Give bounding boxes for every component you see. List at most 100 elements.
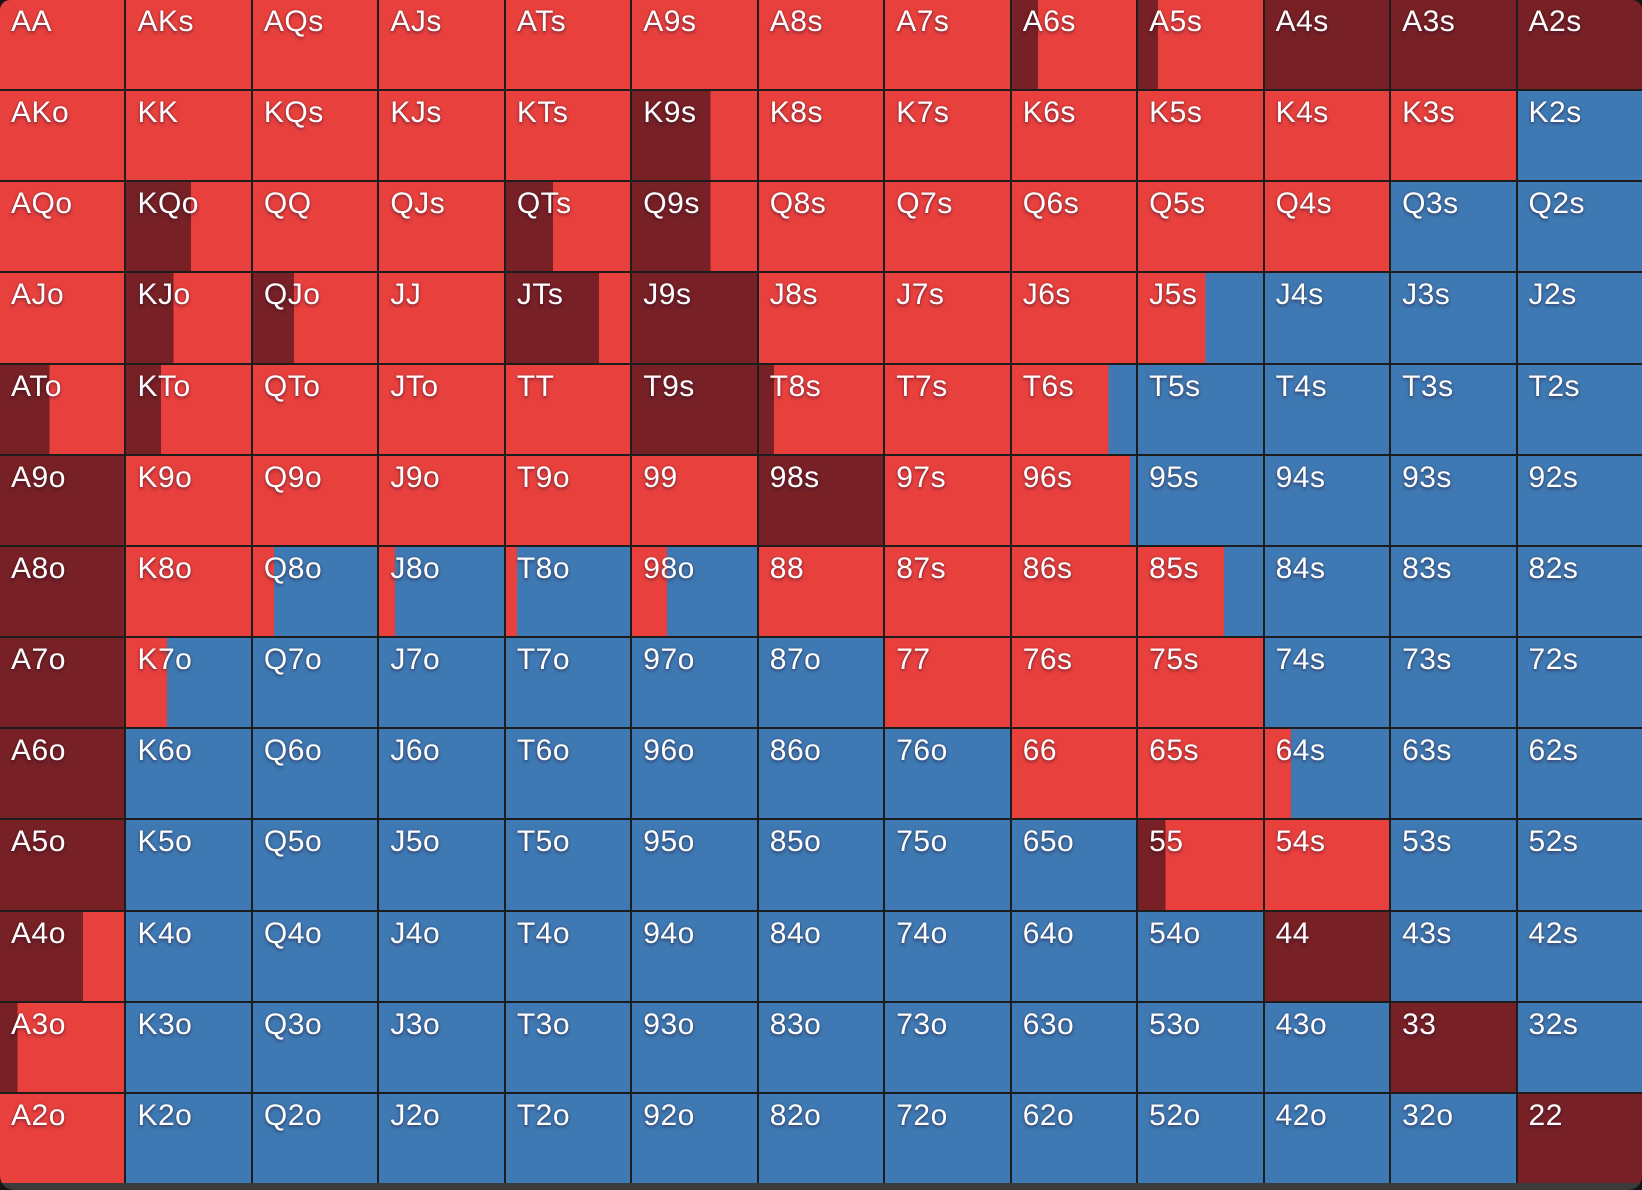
hand-cell-J3s[interactable]: J3s xyxy=(1391,273,1516,363)
hand-cell-A8o[interactable]: A8o xyxy=(0,546,125,637)
hand-cell-J5o[interactable]: J5o xyxy=(379,820,504,910)
hand-cell-T8s[interactable]: T8s xyxy=(758,364,884,454)
hand-cell-85o[interactable]: 85o xyxy=(758,820,884,910)
hand-cell-K5s[interactable]: K5s xyxy=(1138,91,1263,181)
hand-cell-QJo[interactable]: QJo xyxy=(252,273,378,363)
hand-cell-Q8o[interactable]: Q8o xyxy=(252,546,378,637)
hand-cell-73o[interactable]: 73o xyxy=(885,1002,1010,1092)
hand-cell-95o[interactable]: 95o xyxy=(632,820,757,910)
hand-cell-95s[interactable]: 95s xyxy=(1138,455,1263,545)
hand-cell-J7o[interactable]: J7o xyxy=(379,638,504,728)
hand-cell-AQo[interactable]: AQo xyxy=(0,182,125,272)
hand-cell-A5o[interactable]: A5o xyxy=(0,820,125,910)
hand-cell-53s[interactable]: 53s xyxy=(1391,820,1516,910)
hand-cell-A2s[interactable]: A2s xyxy=(1517,0,1642,90)
hand-cell-22[interactable]: 22 xyxy=(1517,1093,1642,1183)
hand-cell-Q3s[interactable]: Q3s xyxy=(1391,182,1516,272)
hand-cell-Q7s[interactable]: Q7s xyxy=(885,182,1010,272)
hand-cell-83s[interactable]: 83s xyxy=(1391,546,1516,637)
hand-cell-J2o[interactable]: J2o xyxy=(379,1093,504,1183)
hand-cell-AKo[interactable]: AKo xyxy=(0,91,125,181)
hand-cell-ATs[interactable]: ATs xyxy=(505,0,631,90)
hand-cell-88[interactable]: 88 xyxy=(758,546,884,637)
hand-cell-KJo[interactable]: KJo xyxy=(126,273,251,363)
hand-cell-Q4s[interactable]: Q4s xyxy=(1264,182,1390,272)
hand-cell-Q6o[interactable]: Q6o xyxy=(252,729,378,819)
hand-cell-98s[interactable]: 98s xyxy=(758,455,884,545)
hand-cell-A7s[interactable]: A7s xyxy=(885,0,1010,90)
hand-cell-QTs[interactable]: QTs xyxy=(505,182,631,272)
hand-cell-Q2s[interactable]: Q2s xyxy=(1517,182,1642,272)
hand-cell-62s[interactable]: 62s xyxy=(1517,729,1642,819)
hand-cell-T9o[interactable]: T9o xyxy=(505,455,631,545)
hand-cell-JTs[interactable]: JTs xyxy=(505,273,631,363)
hand-cell-Q5s[interactable]: Q5s xyxy=(1138,182,1263,272)
hand-cell-T6s[interactable]: T6s xyxy=(1011,364,1137,454)
hand-cell-K2o[interactable]: K2o xyxy=(126,1093,251,1183)
hand-cell-75s[interactable]: 75s xyxy=(1138,638,1263,728)
hand-cell-85s[interactable]: 85s xyxy=(1138,546,1263,637)
hand-cell-Q2o[interactable]: Q2o xyxy=(252,1093,378,1183)
hand-cell-72o[interactable]: 72o xyxy=(885,1093,1010,1183)
hand-cell-62o[interactable]: 62o xyxy=(1011,1093,1137,1183)
hand-cell-J8o[interactable]: J8o xyxy=(379,546,504,637)
hand-cell-93o[interactable]: 93o xyxy=(632,1002,757,1092)
hand-cell-64o[interactable]: 64o xyxy=(1011,911,1137,1001)
hand-cell-JJ[interactable]: JJ xyxy=(379,273,504,363)
hand-cell-J3o[interactable]: J3o xyxy=(379,1002,504,1092)
hand-cell-T9s[interactable]: T9s xyxy=(632,364,757,454)
hand-cell-AJo[interactable]: AJo xyxy=(0,273,125,363)
hand-cell-K3o[interactable]: K3o xyxy=(126,1002,251,1092)
hand-cell-83o[interactable]: 83o xyxy=(758,1002,884,1092)
hand-cell-KQo[interactable]: KQo xyxy=(126,182,251,272)
hand-cell-33[interactable]: 33 xyxy=(1391,1002,1516,1092)
hand-cell-Q9s[interactable]: Q9s xyxy=(632,182,757,272)
hand-cell-64s[interactable]: 64s xyxy=(1264,729,1390,819)
hand-cell-T2o[interactable]: T2o xyxy=(505,1093,631,1183)
hand-cell-T6o[interactable]: T6o xyxy=(505,729,631,819)
hand-cell-A9s[interactable]: A9s xyxy=(632,0,757,90)
hand-cell-AA[interactable]: AA xyxy=(0,0,125,90)
hand-cell-54o[interactable]: 54o xyxy=(1138,911,1263,1001)
hand-cell-75o[interactable]: 75o xyxy=(885,820,1010,910)
hand-cell-54s[interactable]: 54s xyxy=(1264,820,1390,910)
hand-cell-84s[interactable]: 84s xyxy=(1264,546,1390,637)
hand-cell-T5s[interactable]: T5s xyxy=(1138,364,1263,454)
hand-cell-K9o[interactable]: K9o xyxy=(126,455,251,545)
hand-cell-A4s[interactable]: A4s xyxy=(1264,0,1390,90)
hand-cell-65s[interactable]: 65s xyxy=(1138,729,1263,819)
hand-cell-J8s[interactable]: J8s xyxy=(758,273,884,363)
hand-cell-77[interactable]: 77 xyxy=(885,638,1010,728)
hand-cell-J2s[interactable]: J2s xyxy=(1517,273,1642,363)
hand-cell-T3o[interactable]: T3o xyxy=(505,1002,631,1092)
hand-cell-43s[interactable]: 43s xyxy=(1391,911,1516,1001)
hand-cell-74o[interactable]: 74o xyxy=(885,911,1010,1001)
hand-cell-K6o[interactable]: K6o xyxy=(126,729,251,819)
hand-cell-94s[interactable]: 94s xyxy=(1264,455,1390,545)
hand-cell-K7s[interactable]: K7s xyxy=(885,91,1010,181)
hand-cell-96o[interactable]: 96o xyxy=(632,729,757,819)
hand-cell-A3s[interactable]: A3s xyxy=(1391,0,1516,90)
hand-cell-A3o[interactable]: A3o xyxy=(0,1002,125,1092)
hand-cell-Q5o[interactable]: Q5o xyxy=(252,820,378,910)
hand-cell-99[interactable]: 99 xyxy=(632,455,757,545)
hand-cell-72s[interactable]: 72s xyxy=(1517,638,1642,728)
hand-cell-ATo[interactable]: ATo xyxy=(0,364,125,454)
hand-cell-T8o[interactable]: T8o xyxy=(505,546,631,637)
hand-cell-32s[interactable]: 32s xyxy=(1517,1002,1642,1092)
hand-cell-A2o[interactable]: A2o xyxy=(0,1093,125,1183)
hand-cell-65o[interactable]: 65o xyxy=(1011,820,1137,910)
hand-cell-T4s[interactable]: T4s xyxy=(1264,364,1390,454)
hand-cell-63o[interactable]: 63o xyxy=(1011,1002,1137,1092)
hand-cell-42s[interactable]: 42s xyxy=(1517,911,1642,1001)
hand-cell-TT[interactable]: TT xyxy=(505,364,631,454)
hand-cell-K3s[interactable]: K3s xyxy=(1391,91,1516,181)
hand-cell-52s[interactable]: 52s xyxy=(1517,820,1642,910)
hand-cell-QQ[interactable]: QQ xyxy=(252,182,378,272)
hand-cell-A5s[interactable]: A5s xyxy=(1138,0,1263,90)
hand-cell-T5o[interactable]: T5o xyxy=(505,820,631,910)
hand-cell-KTo[interactable]: KTo xyxy=(126,364,251,454)
hand-cell-T4o[interactable]: T4o xyxy=(505,911,631,1001)
hand-cell-53o[interactable]: 53o xyxy=(1138,1002,1263,1092)
hand-cell-K4s[interactable]: K4s xyxy=(1264,91,1390,181)
